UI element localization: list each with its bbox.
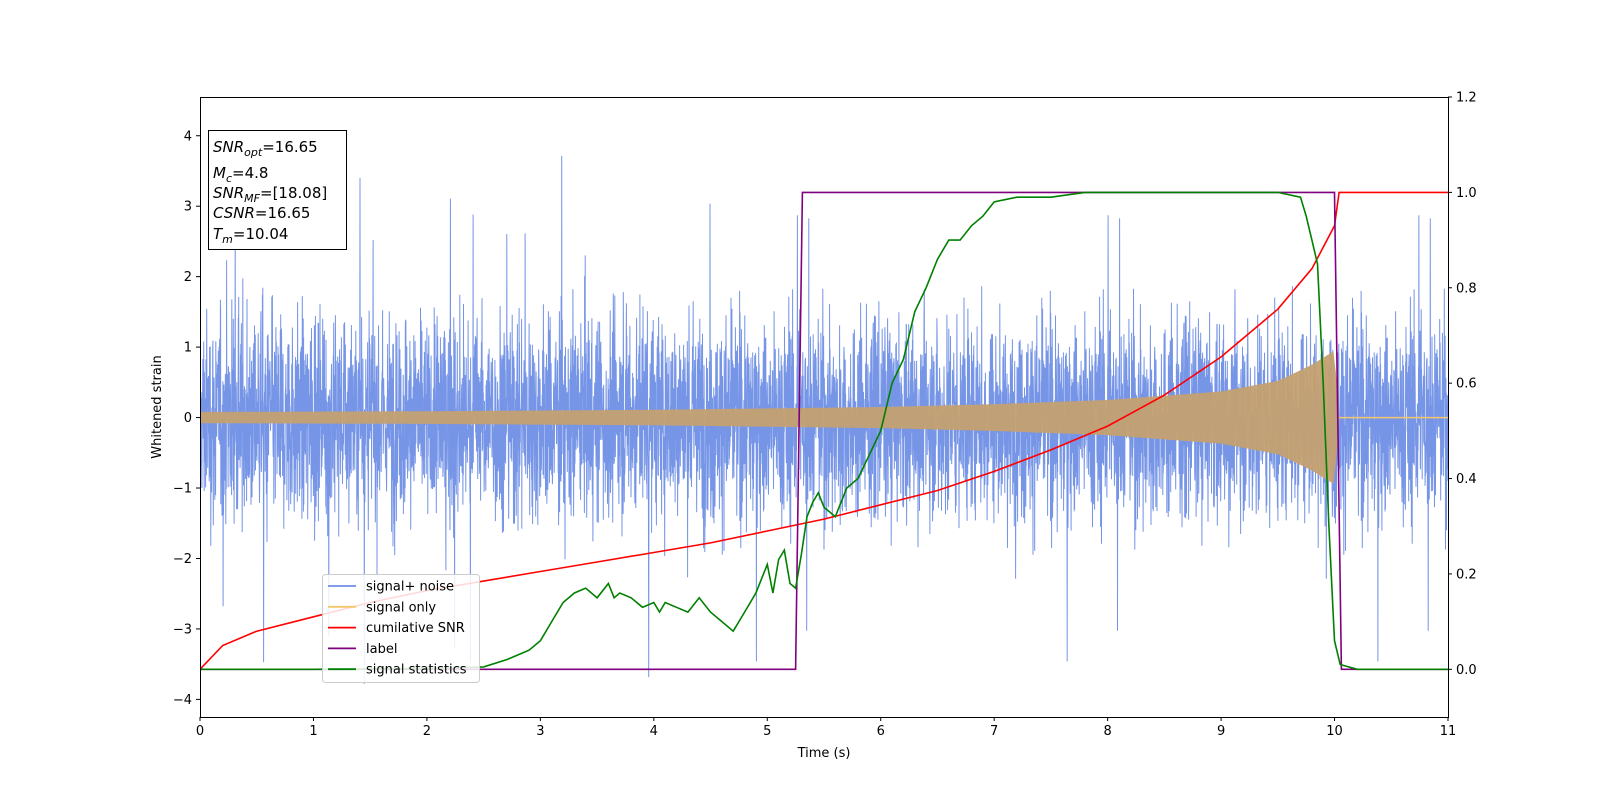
y-tick-label: 2: [184, 270, 192, 285]
legend-label: signal+ noise: [366, 580, 454, 595]
info-tm: Tm=10.04: [213, 225, 288, 246]
y2-tick-label: 1.2: [1456, 91, 1477, 106]
info-box: SNRopt=16.65 Mc=4.8 SNRMF=[18.08] CSNR=1…: [208, 130, 347, 250]
x-tick-label: 6: [877, 724, 885, 739]
x-tick-label: 0: [196, 724, 204, 739]
legend-label: signal statistics: [366, 663, 467, 678]
signal-only-series: [200, 351, 1448, 484]
y-tick-label: −1: [173, 482, 192, 497]
x-tick-label: 1: [309, 724, 317, 739]
info-snr-opt: SNRopt=16.65: [213, 138, 318, 159]
x-tick-label: 11: [1440, 724, 1457, 739]
x-tick-label: 2: [423, 724, 431, 739]
y-axis-ticks: 4 3 2 1 0 −1 −2 −3 −4: [173, 129, 200, 708]
signal-only-band: [200, 351, 1340, 484]
legend-label: signal only: [366, 600, 436, 615]
legend: signal+ noise signal only cumilative SNR la…: [322, 574, 480, 683]
signal-statistics-line: [200, 191, 1448, 671]
y-tick-label: 0: [184, 411, 192, 426]
x-tick-label: 10: [1326, 724, 1343, 739]
info-mc: Mc=4.8: [213, 164, 268, 185]
y-tick-label: 3: [184, 200, 192, 215]
x-axis-ticks: 0 1 2 3 4 5 6 7 8 9 10 11: [196, 717, 1456, 739]
x-tick-label: 9: [1217, 724, 1225, 739]
x-tick-label: 8: [1103, 724, 1111, 739]
y-tick-label: −3: [173, 622, 192, 637]
y2-axis-ticks: 1.2 1.0 0.8 0.6 0.4 0.2 0.0: [1448, 91, 1477, 678]
y-tick-label: −4: [173, 693, 192, 708]
y2-tick-label: 0.0: [1456, 663, 1477, 678]
legend-label: cumilative SNR: [366, 621, 465, 636]
x-tick-label: 5: [763, 724, 771, 739]
y2-tick-label: 0.8: [1456, 281, 1477, 296]
y2-tick-label: 0.2: [1456, 567, 1477, 582]
x-tick-label: 3: [536, 724, 544, 739]
x-tick-label: 7: [990, 724, 998, 739]
y2-tick-label: 1.0: [1456, 186, 1477, 201]
y2-tick-label: 0.4: [1456, 472, 1477, 487]
legend-label: label: [366, 642, 397, 657]
y2-tick-label: 0.6: [1456, 377, 1477, 392]
info-snr-mf: SNRMF=[18.08]: [213, 184, 327, 205]
x-axis-label: Time (s): [797, 746, 851, 761]
y-axis-label: Whitened strain: [150, 355, 165, 458]
info-csnr: CSNR=16.65: [213, 204, 310, 222]
x-tick-label: 4: [650, 724, 658, 739]
plot-frame: [200, 97, 1449, 718]
y-tick-label: 1: [184, 341, 192, 356]
y-tick-label: −2: [173, 552, 192, 567]
y-tick-label: 4: [184, 129, 192, 144]
